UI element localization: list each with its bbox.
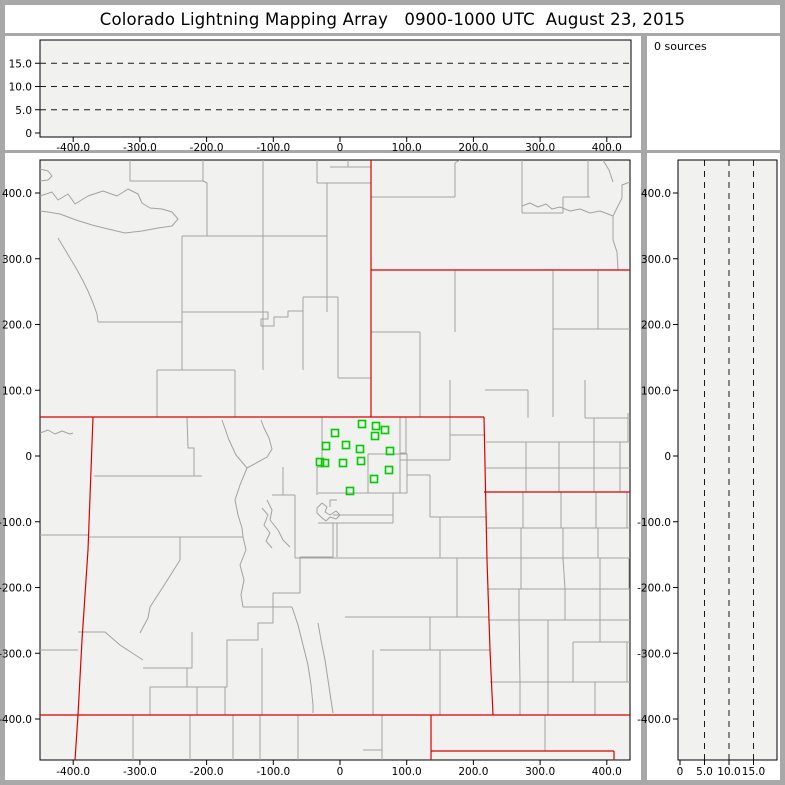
altitude-ew-plot[interactable] — [40, 40, 632, 137]
app-title: Colorado Lightning Mapping Array 0900-10… — [99, 9, 686, 29]
source-count-label: 0 sources — [654, 40, 707, 53]
sources-panel: 0 sources — [647, 36, 780, 150]
title-bar: Colorado Lightning Mapping Array 0900-10… — [5, 5, 780, 33]
altitude-ns-plot[interactable] — [678, 160, 777, 760]
plan-view-plot[interactable] — [40, 160, 630, 760]
